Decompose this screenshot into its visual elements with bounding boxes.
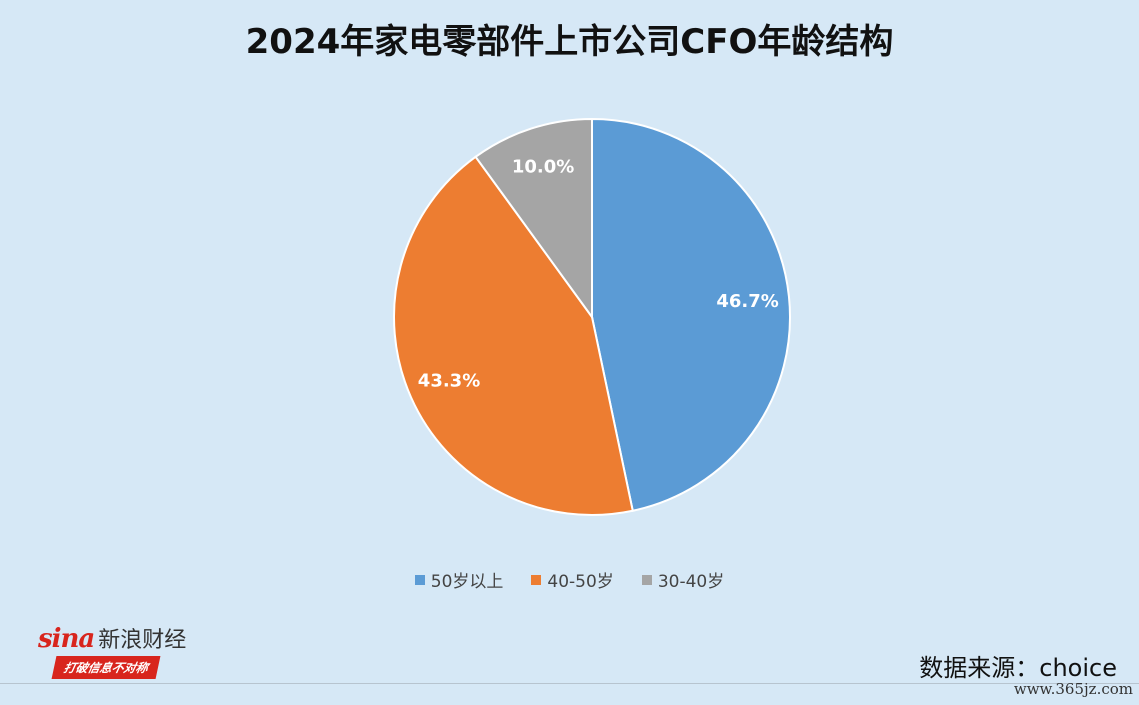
slice-30-40 [474,117,593,321]
slice-40-50 [393,155,634,516]
divider [0,683,1139,684]
legend-swatch [531,574,542,585]
data-label: 46.7% [716,291,778,312]
legend-label: 50岁以上 [430,572,504,592]
data-label: 43.3% [418,370,480,391]
data-source: 数据来源：choice [919,654,1117,682]
watermark: www.365jz.com [1013,680,1133,698]
legend-label: 40-50岁 [547,572,614,592]
legend-item-30-40: 30-40岁 [641,567,725,592]
legend: 50岁以上 40-50岁 30-40岁 [0,567,1139,592]
logo-name: 新浪财经 [98,628,187,653]
legend-item-50-plus: 50岁以上 [414,567,504,592]
chart-title: 2024年家电零部件上市公司CFO年龄结构 [245,22,894,62]
logo-brand: sina [38,624,95,654]
legend-item-40-50: 40-50岁 [531,567,614,592]
logo-slogan: 打破信息不对称 [51,656,161,679]
legend-label: 30-40岁 [657,572,725,592]
legend-swatch [641,574,652,585]
slice-50-plus [591,117,791,512]
legend-swatch [414,574,425,585]
data-label: 10.0% [512,156,574,177]
sina-finance-logo: sina 新浪财经 打破信息不对称 [38,622,186,679]
